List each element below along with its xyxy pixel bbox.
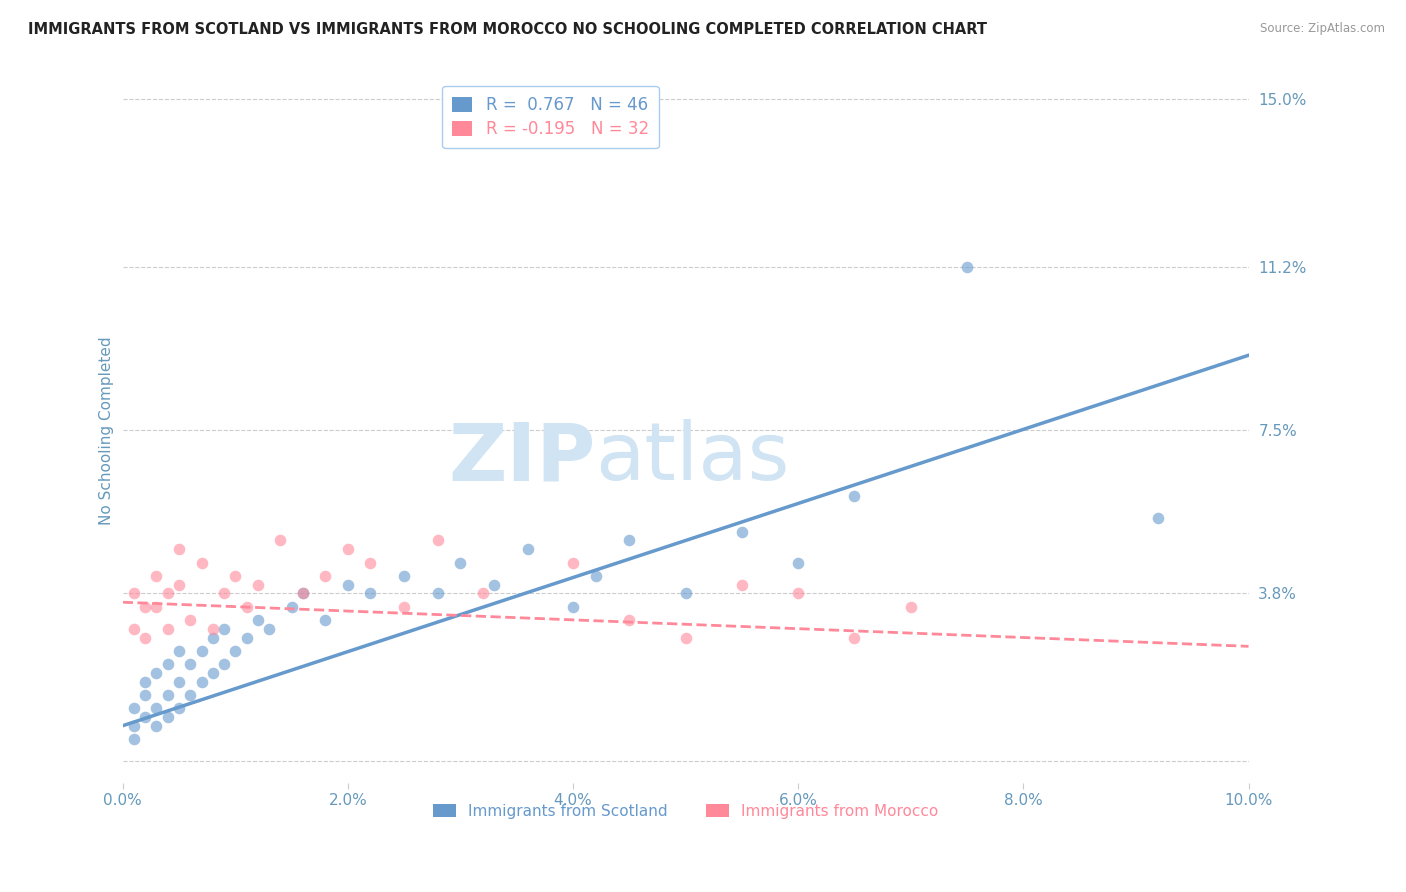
- Point: [122, 731, 145, 746]
- Point: [675, 631, 697, 645]
- Point: [844, 489, 866, 503]
- Point: [201, 631, 224, 645]
- Point: [122, 622, 145, 636]
- Point: [134, 599, 156, 614]
- Point: [201, 622, 224, 636]
- Point: [291, 586, 314, 600]
- Point: [956, 260, 979, 274]
- Point: [145, 599, 167, 614]
- Point: [156, 710, 179, 724]
- Point: [134, 688, 156, 702]
- Point: [257, 622, 280, 636]
- Point: [156, 688, 179, 702]
- Point: [235, 631, 257, 645]
- Point: [134, 674, 156, 689]
- Text: Source: ZipAtlas.com: Source: ZipAtlas.com: [1260, 22, 1385, 36]
- Point: [562, 599, 585, 614]
- Text: atlas: atlas: [596, 419, 790, 498]
- Point: [280, 599, 302, 614]
- Point: [359, 556, 381, 570]
- Point: [619, 533, 641, 548]
- Point: [269, 533, 291, 548]
- Point: [134, 710, 156, 724]
- Point: [156, 657, 179, 671]
- Text: IMMIGRANTS FROM SCOTLAND VS IMMIGRANTS FROM MOROCCO NO SCHOOLING COMPLETED CORRE: IMMIGRANTS FROM SCOTLAND VS IMMIGRANTS F…: [28, 22, 987, 37]
- Point: [392, 599, 415, 614]
- Point: [517, 542, 540, 557]
- Point: [190, 556, 212, 570]
- Point: [122, 719, 145, 733]
- Legend: Immigrants from Scotland, Immigrants from Morocco: Immigrants from Scotland, Immigrants fro…: [427, 797, 945, 825]
- Point: [179, 613, 201, 627]
- Point: [145, 568, 167, 582]
- Point: [201, 665, 224, 680]
- Point: [190, 644, 212, 658]
- Point: [359, 586, 381, 600]
- Point: [167, 577, 190, 591]
- Point: [562, 556, 585, 570]
- Point: [787, 556, 810, 570]
- Point: [167, 674, 190, 689]
- Point: [731, 577, 754, 591]
- Point: [314, 613, 336, 627]
- Point: [212, 657, 235, 671]
- Point: [122, 701, 145, 715]
- Point: [619, 613, 641, 627]
- Point: [190, 674, 212, 689]
- Point: [224, 568, 246, 582]
- Point: [731, 524, 754, 539]
- Point: [246, 577, 269, 591]
- Point: [145, 719, 167, 733]
- Point: [246, 613, 269, 627]
- Point: [167, 701, 190, 715]
- Point: [224, 644, 246, 658]
- Point: [472, 586, 495, 600]
- Point: [156, 622, 179, 636]
- Point: [585, 568, 607, 582]
- Point: [212, 622, 235, 636]
- Point: [484, 577, 506, 591]
- Point: [122, 586, 145, 600]
- Point: [212, 586, 235, 600]
- Point: [392, 568, 415, 582]
- Point: [336, 577, 359, 591]
- Point: [314, 568, 336, 582]
- Point: [1147, 511, 1170, 525]
- Point: [291, 586, 314, 600]
- Point: [179, 688, 201, 702]
- Point: [844, 631, 866, 645]
- Y-axis label: No Schooling Completed: No Schooling Completed: [100, 336, 114, 524]
- Point: [900, 599, 922, 614]
- Point: [145, 701, 167, 715]
- Point: [675, 586, 697, 600]
- Point: [145, 665, 167, 680]
- Point: [167, 542, 190, 557]
- Point: [167, 644, 190, 658]
- Point: [156, 586, 179, 600]
- Point: [787, 586, 810, 600]
- Text: ZIP: ZIP: [449, 419, 596, 498]
- Point: [449, 556, 471, 570]
- Point: [336, 542, 359, 557]
- Point: [235, 599, 257, 614]
- Point: [179, 657, 201, 671]
- Point: [134, 631, 156, 645]
- Point: [426, 533, 449, 548]
- Point: [426, 586, 449, 600]
